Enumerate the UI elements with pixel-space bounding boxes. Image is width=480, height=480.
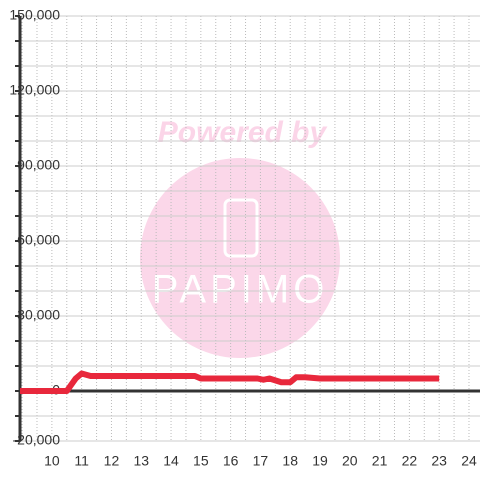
y-tick-label: 150,000 [9,7,60,23]
x-tick-label: 18 [282,453,298,469]
y-tick-label: 60,000 [17,232,60,248]
x-tick-label: 11 [74,453,89,469]
y-tick-label: 120,000 [9,82,60,98]
y-tick-label: 90,000 [17,157,60,173]
x-tick-label: 13 [133,453,149,469]
x-tick-label: 24 [461,453,477,469]
watermark-logo: PAPIMO [152,268,329,312]
x-tick-label: 19 [312,453,328,469]
x-tick-label: 21 [372,453,388,469]
x-tick-label: 10 [44,453,60,469]
x-tick-label: 23 [431,453,447,469]
watermark-phone [223,198,259,258]
watermark-top: Powered by [158,116,328,149]
x-tick-label: 17 [253,453,269,469]
watermark-circle [140,158,340,358]
x-tick-label: 20 [342,453,358,469]
watermark [140,158,340,358]
x-tick-label: 22 [402,453,418,469]
x-tick-label: 12 [104,453,120,469]
data-line [20,370,440,394]
x-tick-label: 15 [193,453,209,469]
y-tick-label: 30,000 [17,307,60,323]
x-tick-label: 16 [223,453,239,469]
y-tick-label: -20,000 [13,432,61,448]
x-tick-label: 14 [163,453,179,469]
